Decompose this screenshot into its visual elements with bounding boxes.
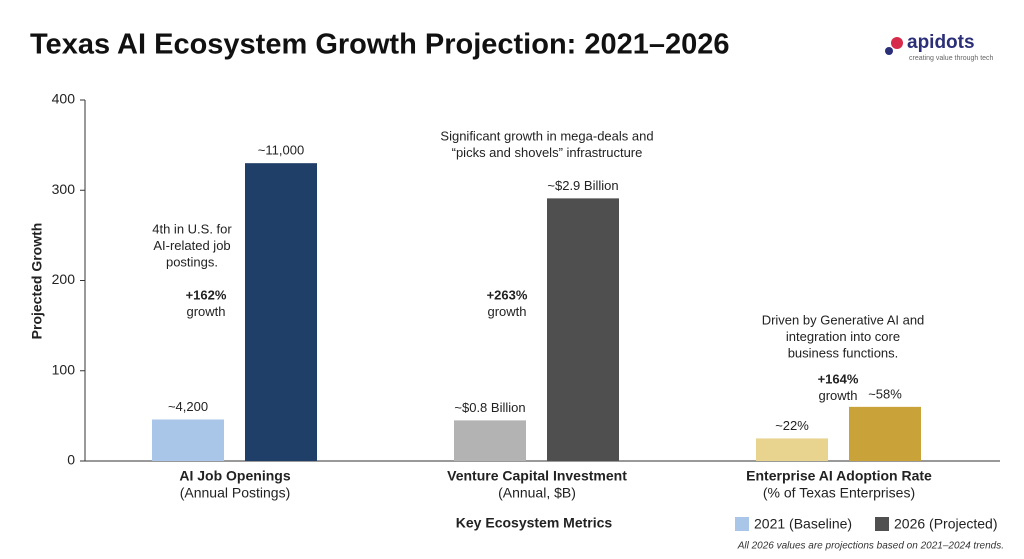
x-axis-label: Key Ecosystem Metrics — [456, 515, 613, 531]
annotation: 4th in U.S. for — [152, 221, 232, 236]
bar-label: ~11,000 — [258, 143, 304, 158]
bar-label: ~58% — [868, 386, 902, 401]
bar-label: ~22% — [775, 418, 809, 433]
chart-title: Texas AI Ecosystem Growth Projection: 20… — [30, 29, 730, 61]
growth-annotation: growth — [186, 304, 225, 319]
y-tick-label: 0 — [67, 452, 75, 468]
bar-label: ~$2.9 Billion — [547, 178, 618, 193]
y-tick-label: 400 — [52, 91, 76, 107]
logo: apidots creating value through tech — [885, 32, 994, 62]
y-tick-label: 100 — [52, 361, 76, 377]
bar — [756, 438, 828, 461]
legend-swatch — [875, 517, 889, 531]
growth-annotation: +164% — [818, 371, 859, 386]
y-tick-label: 200 — [52, 271, 76, 287]
annotation: Significant growth in mega-deals and — [440, 128, 653, 143]
footnote: All 2026 values are projections based on… — [737, 541, 1004, 552]
bar — [454, 420, 526, 461]
bar — [547, 198, 619, 461]
legend-swatch — [735, 517, 749, 531]
logo-icon — [885, 47, 893, 55]
growth-annotation: growth — [818, 388, 857, 403]
legend-label: 2021 (Baseline) — [754, 516, 852, 532]
logo-icon — [891, 37, 903, 49]
legend-label: 2026 (Projected) — [894, 516, 998, 532]
bar — [245, 163, 317, 462]
growth-annotation: growth — [487, 304, 526, 319]
x-tick-label: Venture Capital Investment — [447, 468, 627, 484]
annotation: Driven by Generative AI and — [762, 312, 925, 327]
annotation: “picks and shovels” infrastructure — [452, 145, 643, 160]
x-tick-sublabel: (Annual, $B) — [498, 485, 576, 501]
bar — [849, 406, 921, 461]
annotation: AI-related job — [153, 238, 230, 253]
growth-annotation: +162% — [186, 287, 227, 302]
bar — [152, 419, 224, 461]
growth-annotation: +263% — [487, 287, 528, 302]
logo-name: apidots — [907, 32, 975, 53]
annotation: business functions. — [788, 345, 899, 360]
logo-tagline: creating value through tech — [909, 55, 994, 62]
x-tick-sublabel: (Annual Postings) — [180, 485, 291, 501]
x-tick-label: Enterprise AI Adoption Rate — [746, 468, 932, 484]
bar-label: ~4,200 — [168, 399, 208, 414]
bar-label: ~$0.8 Billion — [454, 400, 525, 415]
annotation: postings. — [166, 254, 218, 269]
x-tick-sublabel: (% of Texas Enterprises) — [763, 485, 915, 501]
y-tick-label: 300 — [52, 181, 76, 197]
annotation: integration into core — [786, 329, 900, 344]
x-tick-label: AI Job Openings — [179, 468, 290, 484]
y-axis-label: Projected Growth — [29, 223, 45, 340]
